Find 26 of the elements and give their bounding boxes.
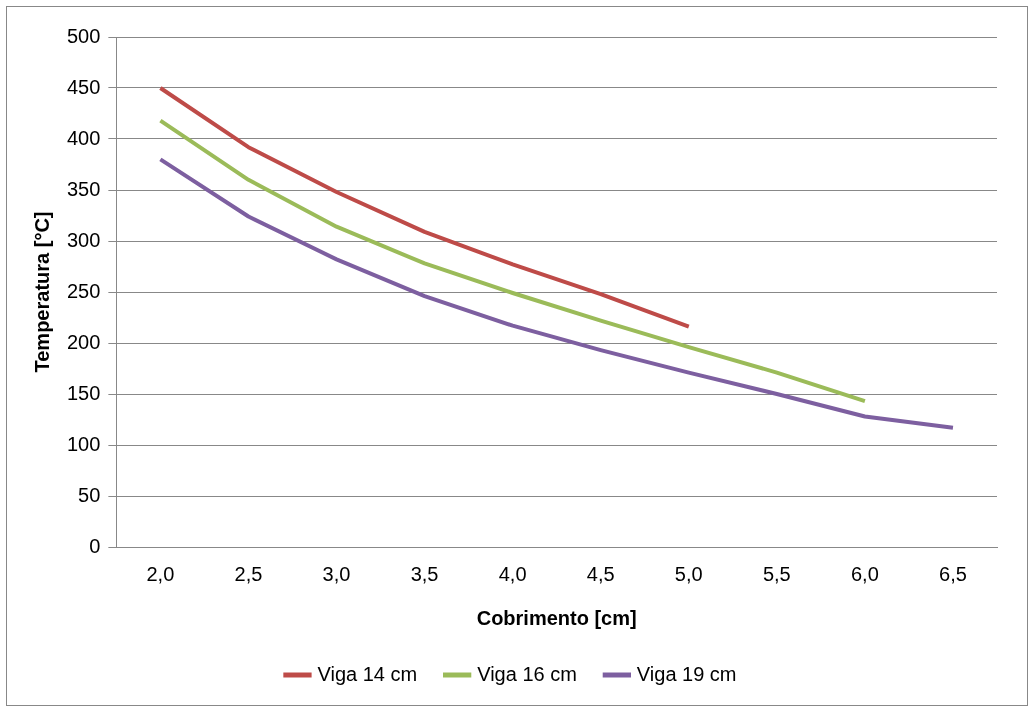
x-tick-label: 3,5 bbox=[410, 562, 439, 585]
x-axis-title: Cobrimento [cm] bbox=[476, 606, 637, 629]
y-tick-label: 200 bbox=[66, 330, 101, 353]
y-tick-label: 450 bbox=[66, 75, 101, 98]
x-tick-label: 5,0 bbox=[674, 562, 703, 585]
x-tick-label: 6,5 bbox=[939, 562, 967, 585]
x-tick-label: 3,0 bbox=[322, 562, 351, 585]
x-tick-label: 2,5 bbox=[234, 562, 263, 585]
legend-label: Viga 19 cm bbox=[636, 662, 737, 685]
y-axis-title: Temperatura [°C] bbox=[30, 211, 53, 373]
x-tick-label: 4,5 bbox=[586, 562, 615, 585]
y-tick-label: 50 bbox=[78, 483, 101, 506]
y-tick-label: 150 bbox=[66, 381, 101, 404]
x-tick-label: 4,0 bbox=[498, 562, 527, 585]
y-tick-label: 300 bbox=[66, 228, 101, 251]
x-tick-label: 2,0 bbox=[146, 562, 175, 585]
y-tick-label: 0 bbox=[89, 534, 101, 557]
legend-label: Viga 16 cm bbox=[477, 662, 577, 685]
x-tick-label: 5,5 bbox=[762, 562, 791, 585]
y-tick-label: 400 bbox=[66, 126, 101, 149]
y-tick-label: 100 bbox=[66, 432, 101, 455]
y-tick-label: 250 bbox=[66, 279, 101, 302]
x-tick-label: 6,0 bbox=[851, 562, 879, 585]
y-tick-label: 500 bbox=[66, 24, 101, 47]
legend-label: Viga 14 cm bbox=[317, 662, 418, 685]
y-tick-label: 350 bbox=[66, 177, 101, 200]
